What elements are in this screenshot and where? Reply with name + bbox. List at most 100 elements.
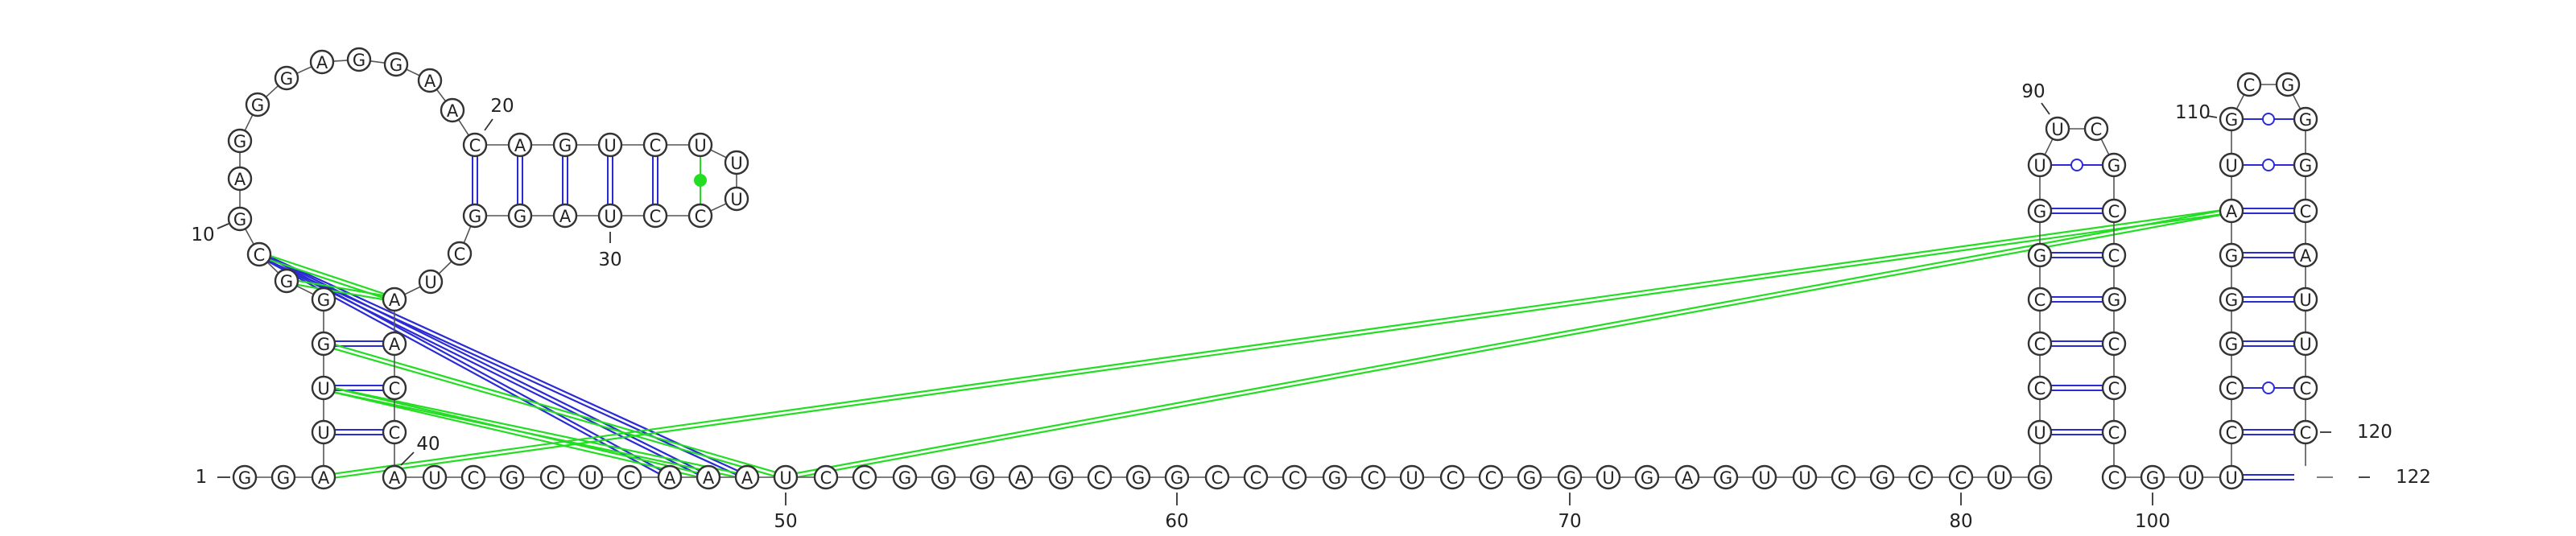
nucleotide-letter: C — [1368, 468, 1380, 488]
nucleotide-47: A — [657, 464, 683, 490]
nucleotide-16: G — [346, 47, 372, 72]
backbone-segment — [2235, 94, 2245, 109]
nucleotide-36: A — [382, 287, 407, 312]
position-label-40: 40 — [416, 434, 440, 455]
nucleotide-circle — [2219, 198, 2244, 224]
nucleotide-106: G — [2219, 287, 2244, 312]
nucleotide-59: G — [1125, 464, 1151, 490]
tertiary-interaction — [269, 257, 662, 472]
nucleotide-circle — [227, 128, 253, 154]
tertiary-interaction — [333, 348, 775, 477]
nucleotide-letter: C — [2108, 468, 2120, 488]
nucleotide-letter: C — [389, 423, 401, 443]
nucleotide-letter: G — [898, 468, 911, 488]
nucleotide-letter: G — [514, 207, 526, 226]
nucleotide-78: G — [1869, 464, 1895, 490]
nucleotide-letter: C — [1212, 468, 1224, 488]
nucleotide-circle — [2101, 464, 2127, 490]
nucleotide-letter: A — [1015, 468, 1027, 488]
backbone-segment — [406, 68, 420, 76]
nucleotide-circle — [2101, 242, 2127, 268]
nucleotide-letter: C — [2226, 379, 2238, 398]
nucleotide-115: C — [2293, 198, 2318, 224]
nucleotide-letter: G — [2107, 156, 2120, 175]
nucleotide-28: C — [687, 203, 713, 229]
nucleotide-circle — [270, 464, 296, 490]
nucleotide-48: A — [696, 464, 721, 490]
nucleotide-circle — [2101, 198, 2127, 224]
nucleotide-circle — [539, 464, 565, 490]
nucleotide-circle — [1164, 464, 1190, 490]
nucleotide-65: C — [1360, 464, 1386, 490]
nucleotide-circle — [2101, 152, 2127, 178]
nucleotide-71: U — [1596, 464, 1621, 490]
nucleotide-30: U — [597, 203, 623, 229]
nucleotide-52: C — [852, 464, 877, 490]
nucleotide-circle — [2219, 106, 2244, 132]
nucleotide-108: A — [2219, 198, 2244, 224]
nucleotide-circle — [1596, 464, 1621, 490]
nucleotide-letter: A — [424, 72, 436, 91]
nucleotide-9: C — [246, 241, 272, 267]
nucleotide-letter: U — [2033, 423, 2046, 443]
nucleotide-letter: U — [779, 468, 791, 488]
nucleotide-8: G — [274, 268, 299, 294]
wobble-pair-marker — [2070, 159, 2083, 171]
nucleotide-circle — [552, 132, 578, 158]
nucleotide-42: C — [460, 464, 486, 490]
wobble-pair-marker — [2262, 159, 2275, 171]
nucleotide-27: U — [724, 186, 749, 212]
nucleotide-letter: C — [1838, 468, 1850, 488]
nucleotide-circle — [642, 203, 668, 229]
nucleotide-letter: C — [2034, 291, 2046, 310]
nucleotide-62: C — [1243, 464, 1269, 490]
nucleotide-55: G — [969, 464, 995, 490]
nucleotide-75: U — [1752, 464, 1777, 490]
nucleotide-circle — [2101, 331, 2127, 357]
nucleotide-74: G — [1713, 464, 1739, 490]
nucleotide-25: U — [687, 132, 713, 158]
nucleotide-79: C — [1908, 464, 1934, 490]
nucleotide-118: U — [2293, 331, 2318, 357]
nucleotide-circle — [597, 203, 623, 229]
nucleotide-letter: G — [2281, 76, 2294, 95]
nucleotide-letter: G — [277, 468, 290, 488]
backbone-segment — [710, 203, 727, 212]
nucleotide-circle — [1752, 464, 1777, 490]
nucleotide-letter: A — [234, 170, 246, 189]
tertiary-interaction — [334, 344, 776, 473]
nucleotide-circle — [383, 52, 409, 77]
nucleotide-circle — [422, 464, 448, 490]
backbone-segment — [463, 225, 472, 244]
nucleotide-letter: U — [604, 207, 616, 226]
nucleotide-107: G — [2219, 242, 2244, 268]
nucleotide-31: A — [552, 203, 578, 229]
nucleotide-circle — [1087, 464, 1113, 490]
nucleotide-circle — [2219, 419, 2244, 445]
nucleotide-letter: U — [1758, 468, 1770, 488]
nucleotide-46: C — [617, 464, 642, 490]
nucleotide-circle — [931, 464, 956, 490]
nucleotide-90: U — [2045, 116, 2070, 142]
nucleotide-93: C — [2101, 198, 2127, 224]
nucleotide-97: C — [2101, 375, 2127, 401]
backbone-segment — [266, 262, 279, 274]
nucleotide-circle — [507, 132, 533, 158]
position-label-80: 80 — [1949, 511, 1972, 532]
nucleotide-letter: G — [233, 210, 246, 229]
nucleotide-circle — [1634, 464, 1660, 490]
nucleotide-letter: G — [390, 56, 402, 75]
nucleotide-circle — [507, 203, 533, 229]
nucleotide-85: C — [2027, 331, 2053, 357]
nucleotide-24: C — [642, 132, 668, 158]
nucleotide-letter: U — [424, 273, 436, 292]
nucleotide-40: A — [382, 464, 407, 490]
nucleotide-circle — [2027, 242, 2053, 268]
nucleotide-87: G — [2027, 242, 2053, 268]
nucleotide-circle — [311, 331, 336, 357]
backbone-segment — [332, 60, 349, 62]
position-label-120: 120 — [2357, 422, 2392, 443]
position-label-110: 110 — [2175, 102, 2211, 123]
nucleotide-circle — [2219, 331, 2244, 357]
